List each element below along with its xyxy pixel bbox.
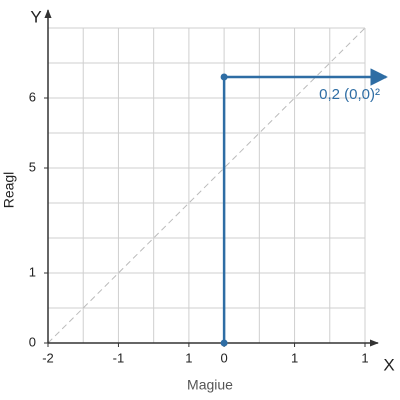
y-axis-title: Reagl	[1, 172, 17, 209]
x-tick-label: -1	[113, 350, 125, 365]
data-point	[220, 339, 228, 347]
x-tick-label: 1	[185, 350, 192, 365]
x-tick-label: 1	[291, 350, 298, 365]
x-axis-title: Magiue	[187, 377, 233, 393]
x-tick-label: 0	[220, 350, 227, 365]
y-tick-label: 1	[29, 264, 36, 279]
y-tick-label: 0	[29, 334, 36, 349]
y-tick-label: 5	[29, 159, 36, 174]
data-point	[220, 73, 228, 81]
x-axis-letter: X	[383, 355, 394, 374]
y-axis-letter: Y	[30, 7, 41, 26]
reference-diagonal	[47, 27, 366, 344]
x-tick-label: 1	[361, 350, 368, 365]
annotation: 0,2 (0,0)²	[319, 86, 380, 103]
y-tick-label: 6	[29, 89, 36, 104]
x-tick-label: -2	[42, 350, 54, 365]
data-line	[222, 68, 388, 343]
